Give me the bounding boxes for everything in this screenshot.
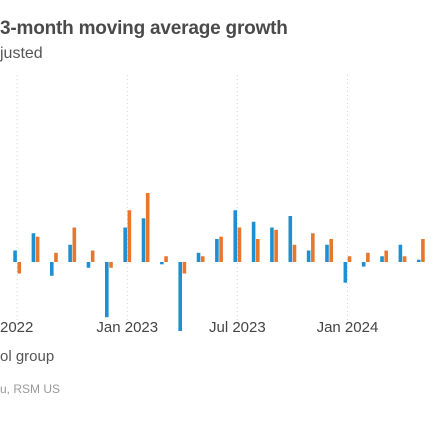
bar-series-2-2024-03 [384, 250, 389, 262]
chart-subtitle: justed [0, 45, 43, 62]
bar-series-2-2022-10 [72, 227, 77, 262]
x-tick-label-1: Jan 2023 [96, 319, 158, 336]
bar-series-2-2024-04 [402, 256, 407, 262]
bar-series-1-2023-11 [306, 250, 311, 262]
bar-series-2-2023-03 [164, 256, 168, 262]
bar-series-1-2022-09 [49, 262, 54, 276]
bar-series-2-2022-07 [17, 262, 22, 274]
legend-text: ol group [0, 348, 55, 365]
bar-series-2-2024-02 [366, 252, 370, 262]
bar-series-1-2022-07 [13, 250, 17, 262]
chart-title: 3-month moving average growth [0, 18, 288, 39]
bar-series-1-2023-06 [215, 239, 219, 262]
bar-series-2-2024-01 [347, 256, 352, 262]
bar-series-2-2023-11 [311, 233, 315, 262]
bar-series-2-2023-12 [329, 239, 333, 262]
bar-series-2-2022-11 [90, 250, 95, 262]
bar-series-1-2022-08 [31, 233, 36, 262]
bar-series-2-2022-12 [109, 262, 113, 268]
bar-series-2-2023-07 [237, 227, 242, 262]
bar-series-1-2024-02 [361, 262, 366, 267]
bar-series-1-2024-01 [343, 262, 348, 283]
bar-series-2-2023-08 [256, 239, 260, 262]
bar-series-1-2023-09 [270, 227, 274, 262]
bar-series-1-2022-11 [86, 262, 91, 268]
bar-series-1-2022-10 [68, 244, 72, 262]
bar-series-1-2023-12 [325, 244, 329, 262]
bar-series-1-2023-05 [196, 252, 201, 262]
bar-series-1-2023-02 [141, 218, 146, 262]
bar-series-1-2023-01 [123, 227, 127, 262]
bar-series-2-2023-02 [145, 193, 150, 262]
bar-series-1-2024-05 [416, 259, 421, 262]
x-tick-label-2: Jul 2023 [209, 319, 266, 336]
bar-series-1-2023-08 [251, 221, 256, 262]
x-tick-label-0: 2022 [0, 319, 33, 336]
bar-series-1-2024-03 [380, 256, 384, 262]
bar-series-2-2023-06 [219, 236, 223, 262]
bar-series-1-2022-12 [105, 262, 109, 318]
bar-series-1-2023-10 [288, 216, 293, 262]
bar-series-2-2023-05 [200, 256, 205, 262]
bar-series-2-2023-04 [182, 262, 187, 274]
bar-series-2-2024-05 [421, 239, 425, 262]
bar-series-2-2023-01 [127, 210, 132, 262]
bar-series-2-2022-09 [54, 252, 58, 262]
bar-series-1-2023-07 [233, 210, 238, 262]
x-tick-label-3: Jan 2024 [317, 319, 379, 336]
bar-series-1-2024-04 [398, 244, 403, 262]
bar-series-1-2023-03 [160, 262, 164, 265]
bar-series-1-2023-04 [178, 262, 182, 331]
bar-series-2-2022-08 [35, 236, 40, 262]
bar-series-2-2023-10 [292, 244, 297, 262]
bar-series-2-2023-09 [274, 229, 278, 262]
source-text: u, RSM US [0, 382, 61, 396]
